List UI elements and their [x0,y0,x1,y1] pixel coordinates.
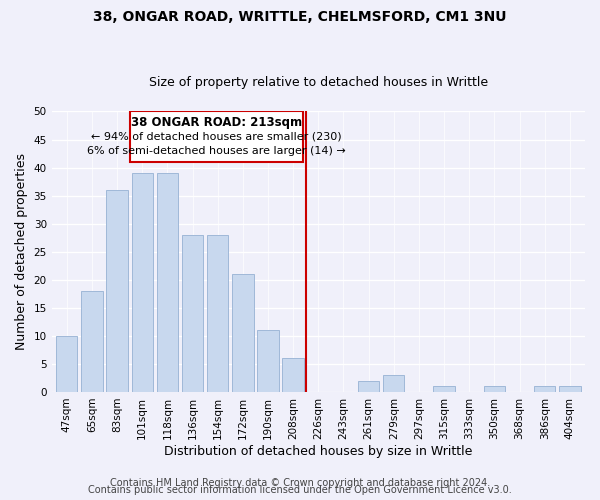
Bar [81,291,103,392]
Bar [56,336,77,392]
Bar [358,380,379,392]
Bar [232,274,254,392]
Bar [383,375,404,392]
FancyBboxPatch shape [130,112,303,162]
Bar [157,173,178,392]
Text: Contains public sector information licensed under the Open Government Licence v3: Contains public sector information licen… [88,485,512,495]
X-axis label: Distribution of detached houses by size in Writtle: Distribution of detached houses by size … [164,444,473,458]
Y-axis label: Number of detached properties: Number of detached properties [15,153,28,350]
Title: Size of property relative to detached houses in Writtle: Size of property relative to detached ho… [149,76,488,90]
Bar [131,173,153,392]
Text: 38, ONGAR ROAD, WRITTLE, CHELMSFORD, CM1 3NU: 38, ONGAR ROAD, WRITTLE, CHELMSFORD, CM1… [93,10,507,24]
Bar [433,386,455,392]
Text: Contains HM Land Registry data © Crown copyright and database right 2024.: Contains HM Land Registry data © Crown c… [110,478,490,488]
Bar [484,386,505,392]
Bar [257,330,279,392]
Bar [106,190,128,392]
Bar [182,235,203,392]
Bar [207,235,229,392]
Bar [559,386,581,392]
Text: ← 94% of detached houses are smaller (230): ← 94% of detached houses are smaller (23… [91,132,342,141]
Bar [534,386,556,392]
Bar [283,358,304,392]
Text: 38 ONGAR ROAD: 213sqm: 38 ONGAR ROAD: 213sqm [131,116,302,129]
Text: 6% of semi-detached houses are larger (14) →: 6% of semi-detached houses are larger (1… [87,146,346,156]
